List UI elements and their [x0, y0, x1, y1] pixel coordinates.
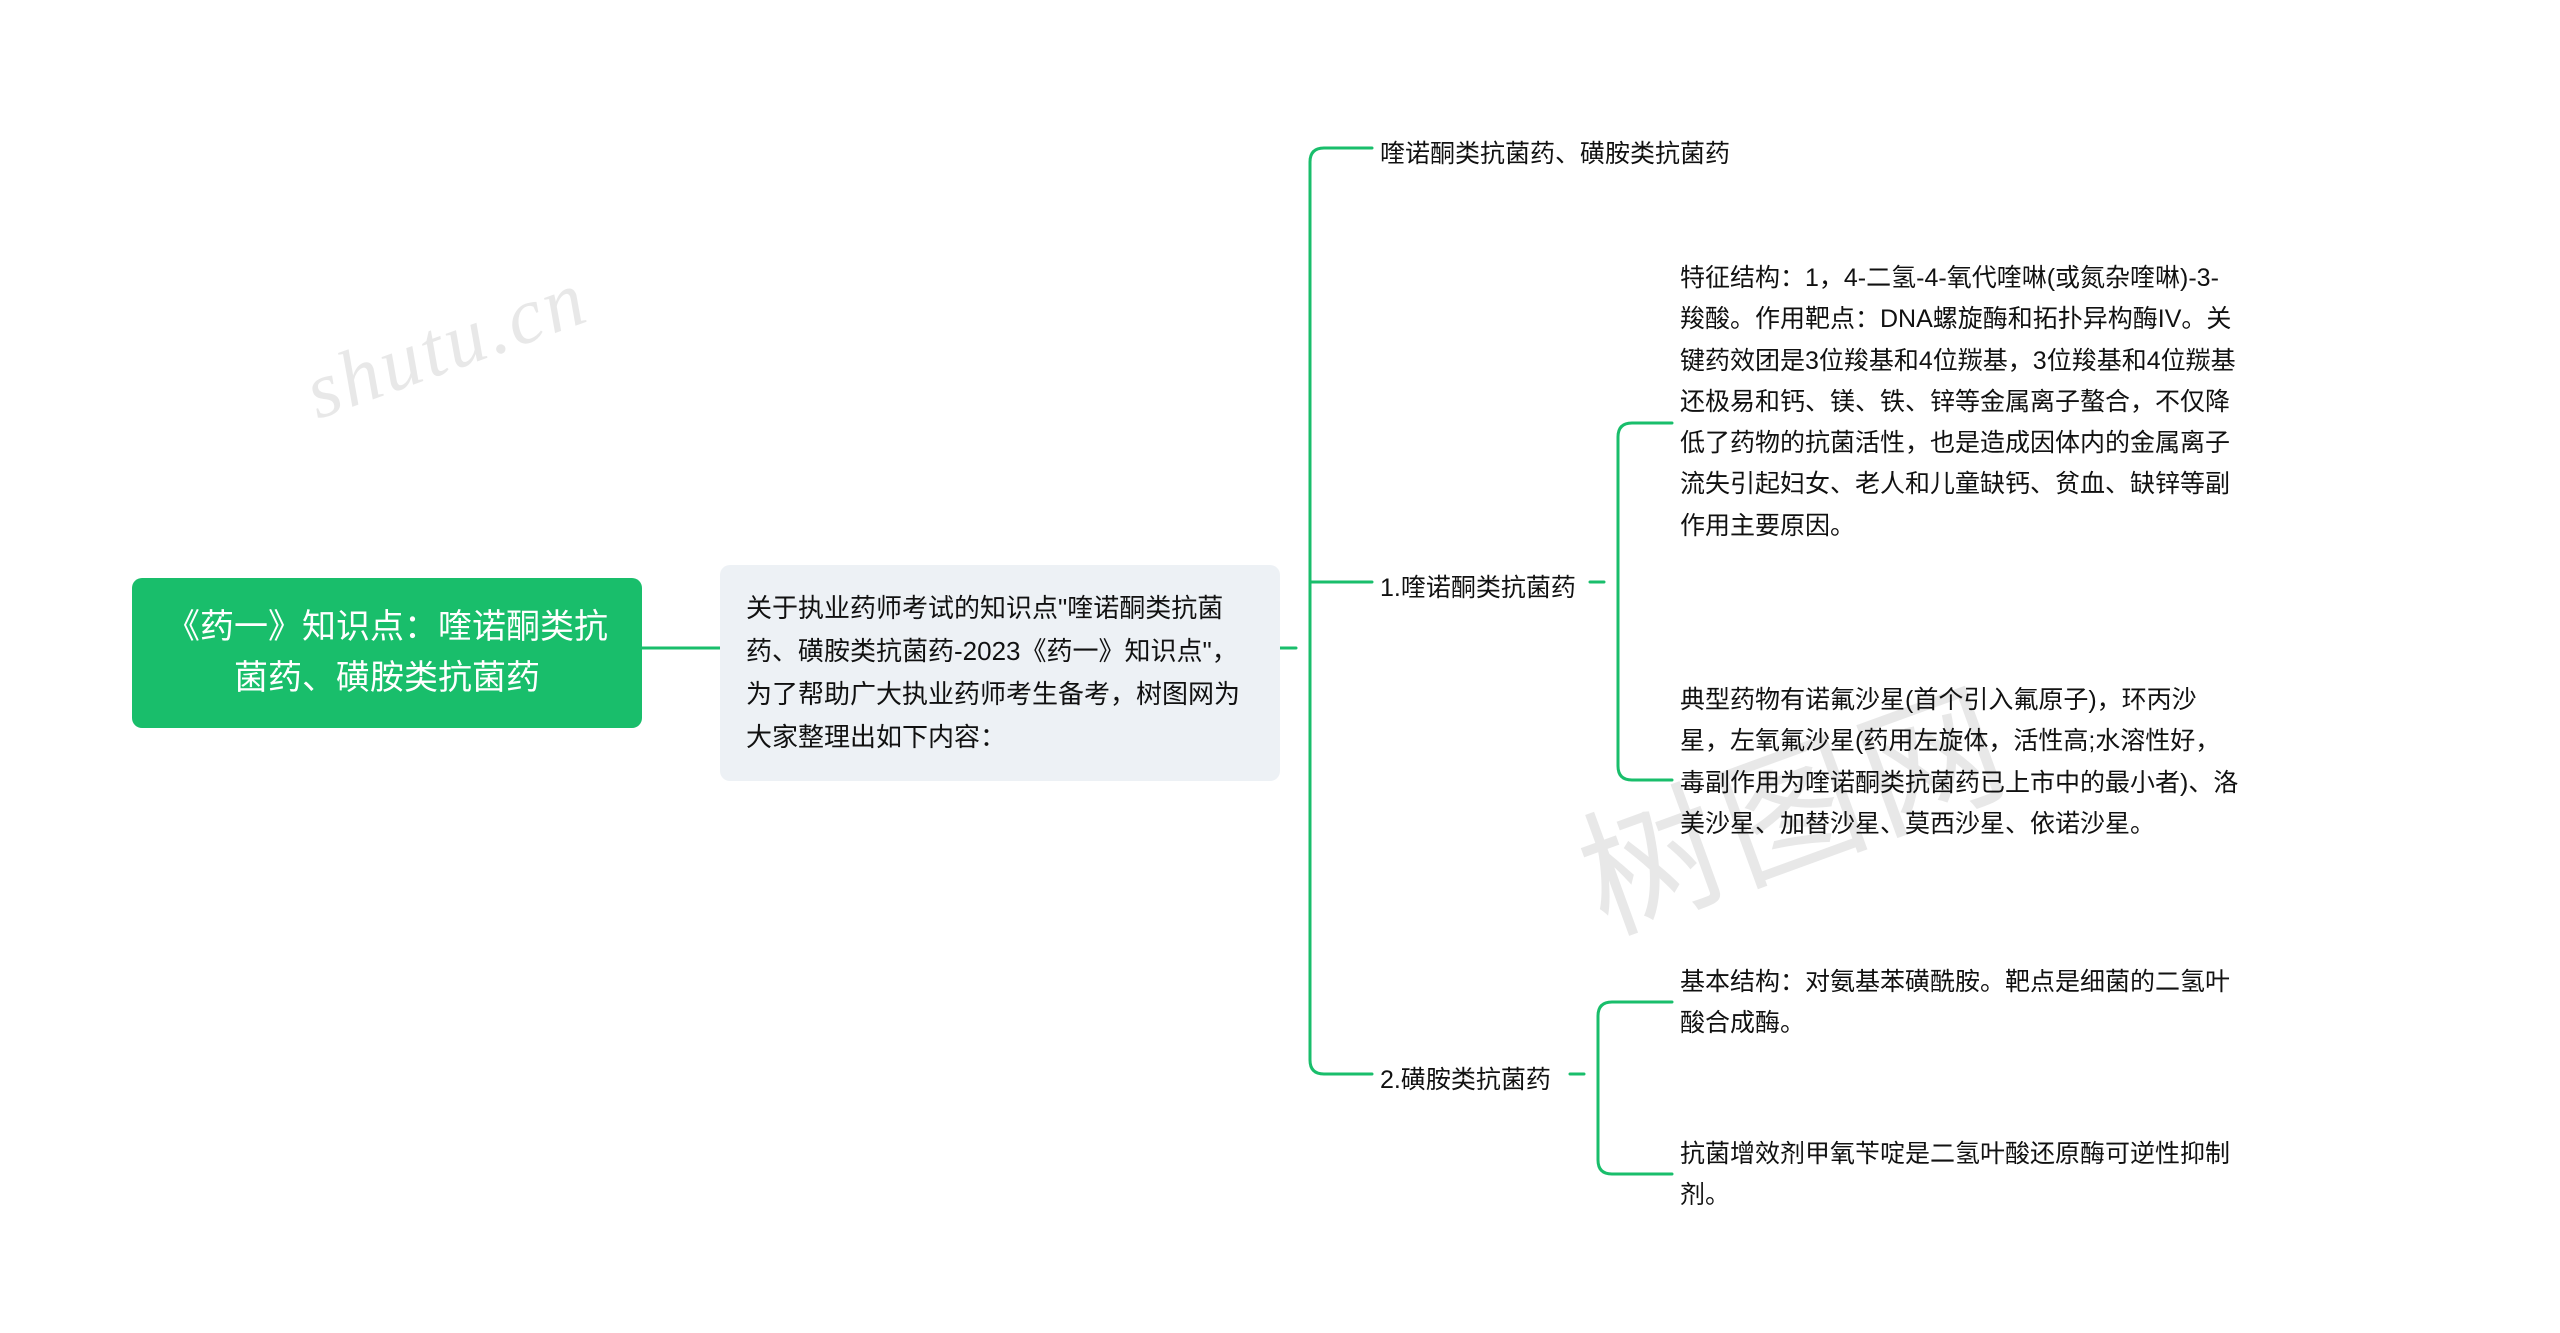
intro-node[interactable]: 关于执业药师考试的知识点"喹诺酮类抗菌药、磺胺类抗菌药-2023《药一》知识点"…: [720, 565, 1280, 781]
mindmap-canvas: shutu.cn 树图网 《药一》知识点：喹诺酮类抗菌药、磺胺类抗菌药 关于执业…: [0, 0, 2560, 1333]
branch-2-child-0[interactable]: 基本结构：对氨基苯磺酰胺。靶点是细菌的二氢叶酸合成酶。: [1680, 962, 2240, 1045]
branch-2-child-1[interactable]: 抗菌增效剂甲氧苄啶是二氢叶酸还原酶可逆性抑制剂。: [1680, 1134, 2240, 1217]
branch-1-label[interactable]: 1.喹诺酮类抗菌药: [1380, 568, 1576, 608]
root-node[interactable]: 《药一》知识点：喹诺酮类抗菌药、磺胺类抗菌药: [132, 578, 642, 728]
branch-0-label[interactable]: 喹诺酮类抗菌药、磺胺类抗菌药: [1380, 134, 1730, 174]
watermark-url: shutu.cn: [293, 253, 599, 439]
branch-1-child-0[interactable]: 特征结构：1，4-二氢-4-氧代喹啉(或氮杂喹啉)-3-羧酸。作用靶点：DNA螺…: [1680, 258, 2240, 547]
branch-2-label[interactable]: 2.磺胺类抗菌药: [1380, 1060, 1551, 1100]
branch-1-child-1[interactable]: 典型药物有诺氟沙星(首个引入氟原子)，环丙沙星，左氧氟沙星(药用左旋体，活性高;…: [1680, 680, 2240, 845]
